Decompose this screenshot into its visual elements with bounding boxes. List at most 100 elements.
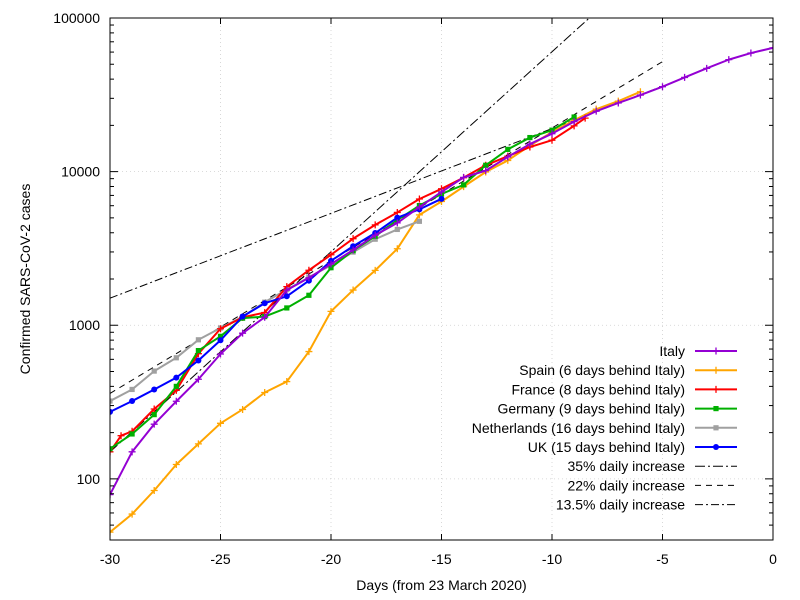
data-point bbox=[526, 140, 534, 148]
x-tick-label: -10 bbox=[542, 551, 562, 567]
data-point bbox=[415, 211, 423, 219]
data-point bbox=[128, 510, 136, 518]
series-spain-6-days-behind-italy bbox=[110, 88, 644, 536]
data-point bbox=[305, 266, 313, 274]
data-point bbox=[172, 397, 180, 405]
legend-marker bbox=[713, 425, 719, 431]
data-point bbox=[349, 235, 357, 243]
data-point bbox=[283, 378, 291, 386]
data-point bbox=[261, 313, 269, 321]
data-point bbox=[305, 348, 313, 356]
data-point bbox=[415, 203, 423, 211]
data-point bbox=[725, 56, 733, 64]
data-point bbox=[117, 432, 125, 440]
data-point bbox=[305, 274, 313, 282]
x-tick-label: -5 bbox=[656, 551, 669, 567]
data-point bbox=[110, 446, 113, 452]
data-point bbox=[681, 73, 689, 81]
data-point bbox=[394, 214, 401, 221]
data-point bbox=[239, 405, 247, 413]
y-axis: 100 1000 10000 100000 bbox=[53, 10, 773, 526]
data-point bbox=[747, 49, 755, 57]
data-point bbox=[128, 448, 136, 456]
legend-marker bbox=[712, 385, 720, 393]
series-italy bbox=[110, 44, 773, 499]
data-point bbox=[636, 91, 644, 99]
grid bbox=[110, 18, 773, 540]
data-point bbox=[371, 221, 379, 229]
data-point bbox=[239, 329, 247, 337]
data-point bbox=[151, 386, 158, 393]
data-point bbox=[195, 357, 202, 364]
series-line bbox=[110, 90, 641, 533]
legend-entry: 22% daily increase bbox=[567, 477, 737, 493]
data-point bbox=[110, 398, 113, 404]
data-point bbox=[349, 246, 357, 254]
data-point bbox=[349, 286, 357, 294]
data-point bbox=[129, 386, 135, 393]
data-point bbox=[217, 325, 224, 333]
data-point bbox=[548, 130, 556, 138]
legend: Italy Spain (6 days behind Italy) France (… bbox=[472, 343, 737, 513]
data-point bbox=[284, 305, 290, 311]
data-point bbox=[194, 375, 202, 383]
legend-entry: 13.5% daily increase bbox=[556, 497, 737, 513]
data-point bbox=[217, 337, 224, 344]
data-point bbox=[415, 195, 423, 203]
x-tick-label: -20 bbox=[321, 551, 341, 567]
data-point bbox=[548, 136, 556, 144]
data-point bbox=[217, 419, 224, 427]
data-point bbox=[110, 408, 113, 415]
y-tick-label: 10000 bbox=[61, 164, 100, 180]
legend-entry: Italy bbox=[659, 343, 737, 359]
data-point bbox=[371, 231, 379, 239]
x-tick-label: -30 bbox=[100, 551, 120, 567]
data-point bbox=[328, 265, 334, 271]
data-point bbox=[482, 167, 490, 175]
data-point bbox=[614, 99, 622, 107]
data-point bbox=[372, 236, 378, 242]
data-point bbox=[659, 83, 666, 91]
legend-label: 35% daily increase bbox=[567, 458, 685, 474]
data-point bbox=[110, 528, 114, 536]
data-point bbox=[239, 313, 246, 320]
legend-label: 22% daily increase bbox=[567, 477, 685, 493]
data-point bbox=[394, 226, 400, 233]
x-axis: -30 -25 -20 -15 -10 -5 0 bbox=[100, 18, 777, 567]
data-point bbox=[217, 350, 224, 358]
legend-entry: Spain (6 days behind Italy) bbox=[519, 362, 737, 378]
data-point bbox=[306, 292, 312, 298]
data-point bbox=[350, 243, 357, 250]
data-point bbox=[327, 260, 335, 268]
data-point bbox=[327, 251, 335, 259]
legend-label: Germany (9 days behind Italy) bbox=[497, 401, 685, 417]
x-axis-title: Days (from 23 March 2020) bbox=[356, 577, 526, 593]
data-point bbox=[194, 440, 202, 448]
data-point bbox=[261, 388, 269, 396]
data-point bbox=[151, 368, 157, 374]
series-lines bbox=[110, 18, 773, 536]
data-point bbox=[505, 146, 511, 152]
data-point bbox=[150, 420, 158, 428]
legend-entry: Germany (9 days behind Italy) bbox=[497, 401, 737, 417]
data-point bbox=[461, 182, 467, 188]
data-point bbox=[393, 245, 401, 253]
data-point bbox=[570, 118, 578, 126]
y-tick-label: 1000 bbox=[69, 317, 100, 333]
data-point bbox=[217, 333, 224, 339]
series-line bbox=[110, 18, 591, 453]
data-point bbox=[438, 188, 445, 196]
legend-marker bbox=[712, 366, 720, 374]
data-point bbox=[393, 219, 401, 227]
data-point bbox=[173, 374, 180, 381]
legend-entry: UK (15 days behind Italy) bbox=[528, 439, 737, 455]
data-point bbox=[571, 114, 577, 120]
data-point bbox=[327, 307, 335, 315]
data-point bbox=[460, 173, 468, 181]
data-point bbox=[527, 134, 533, 141]
data-point bbox=[416, 218, 422, 224]
x-tick-label: 0 bbox=[769, 551, 777, 567]
series-13-5-daily-increase bbox=[110, 85, 663, 299]
series-uk-15-days-behind-italy bbox=[110, 195, 445, 415]
